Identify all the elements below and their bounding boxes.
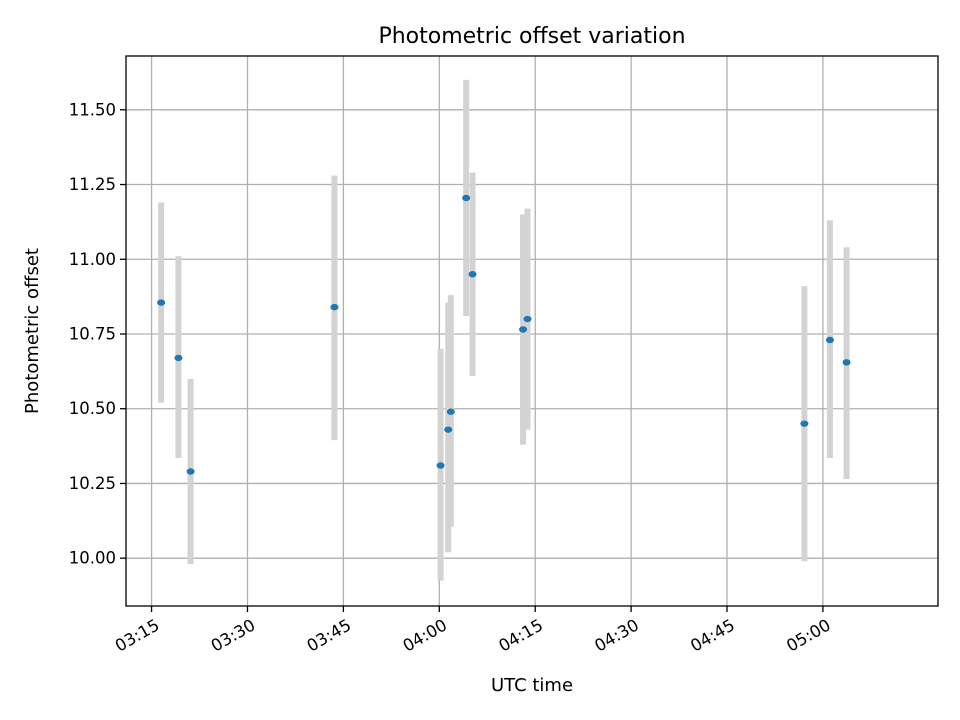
- data-point: [523, 315, 532, 323]
- x-tick-label: 04:30: [591, 615, 642, 655]
- y-tick-label: 11.50: [69, 100, 116, 119]
- y-tick-label: 10.00: [69, 549, 116, 568]
- y-tick-label: 11.00: [69, 250, 116, 269]
- x-tick-label: 04:00: [400, 615, 451, 655]
- chart-title: Photometric offset variation: [378, 24, 685, 49]
- x-axis-label: UTC time: [491, 675, 573, 696]
- x-tick-label: 03:15: [112, 615, 163, 655]
- data-point: [519, 326, 528, 333]
- y-axis-label: Photometric offset: [22, 248, 43, 414]
- grid: [126, 56, 938, 606]
- data-point: [330, 303, 339, 311]
- data-point: [446, 408, 455, 415]
- x-tick-label: 03:45: [304, 615, 355, 655]
- data-point: [444, 426, 453, 433]
- data-point: [800, 420, 809, 427]
- y-tick-label: 10.75: [69, 324, 116, 343]
- data-point: [842, 359, 851, 366]
- data-point: [462, 194, 471, 202]
- data-point: [825, 336, 834, 344]
- x-tick-label: 05:00: [783, 615, 834, 655]
- data-points: [157, 194, 851, 475]
- y-tick-label: 10.25: [69, 474, 116, 493]
- data-point: [157, 299, 166, 306]
- x-tick-label: 04:15: [496, 615, 547, 655]
- data-point: [436, 462, 445, 469]
- x-tick-label: 04:45: [687, 615, 738, 655]
- y-tick-label: 10.50: [69, 399, 116, 418]
- data-point: [468, 271, 477, 278]
- error-bars: [158, 79, 850, 581]
- plot-frame: [125, 55, 939, 607]
- y-tick-label: 11.25: [69, 175, 116, 194]
- x-tick-label: 03:30: [208, 615, 259, 655]
- data-point: [186, 468, 195, 475]
- data-point: [174, 354, 183, 362]
